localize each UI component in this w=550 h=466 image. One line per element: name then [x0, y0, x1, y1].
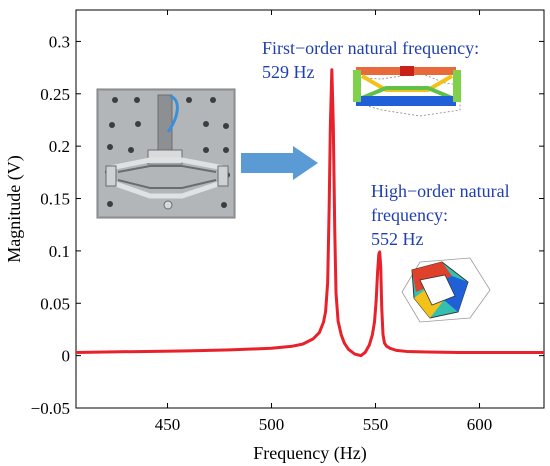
y-tick-label: 0.2: [49, 137, 70, 156]
y-tick-label: −0.05: [31, 399, 70, 418]
first-order-mode-shape-icon: [353, 66, 461, 117]
magnitude-series-line: [75, 68, 544, 358]
high-order-mode-shape-icon: [401, 257, 491, 323]
annotation-line: 552 Hz: [371, 229, 424, 249]
annotation-2: High−order natural frequency: 552 Hz: [371, 181, 510, 249]
annotations: First−order natural frequency: 529 Hz High…: [262, 38, 510, 249]
annotation-1: First−order natural frequency: 529 Hz: [262, 38, 479, 82]
x-axis: 450 500 550 600: [155, 10, 493, 434]
x-axis-title: Frequency (Hz): [253, 443, 366, 464]
x-tick-label: 450: [155, 415, 181, 434]
pointer-arrow: [241, 146, 318, 180]
y-axis: −0.05 0 0.05 0.1 0.15 0.2 0.25 0.3: [31, 32, 544, 418]
annotation-line: 529 Hz: [262, 62, 315, 82]
y-tick-label: 0.15: [40, 190, 70, 209]
x-tick-label: 550: [363, 415, 389, 434]
y-tick-label: 0.1: [49, 242, 70, 261]
y-tick-label: 0.3: [49, 32, 70, 51]
x-tick-label: 600: [467, 415, 493, 434]
test-rig-photo: [96, 88, 236, 219]
y-axis-title: Magnitude (V): [4, 155, 25, 262]
annotation-line: First−order natural frequency:: [262, 38, 479, 58]
annotation-line: High−order natural: [371, 181, 510, 201]
y-tick-label: 0.05: [40, 294, 70, 313]
annotation-line: frequency:: [371, 205, 448, 225]
y-tick-label: 0.25: [40, 85, 70, 104]
x-tick-label: 500: [259, 415, 285, 434]
y-tick-label: 0: [62, 347, 71, 366]
